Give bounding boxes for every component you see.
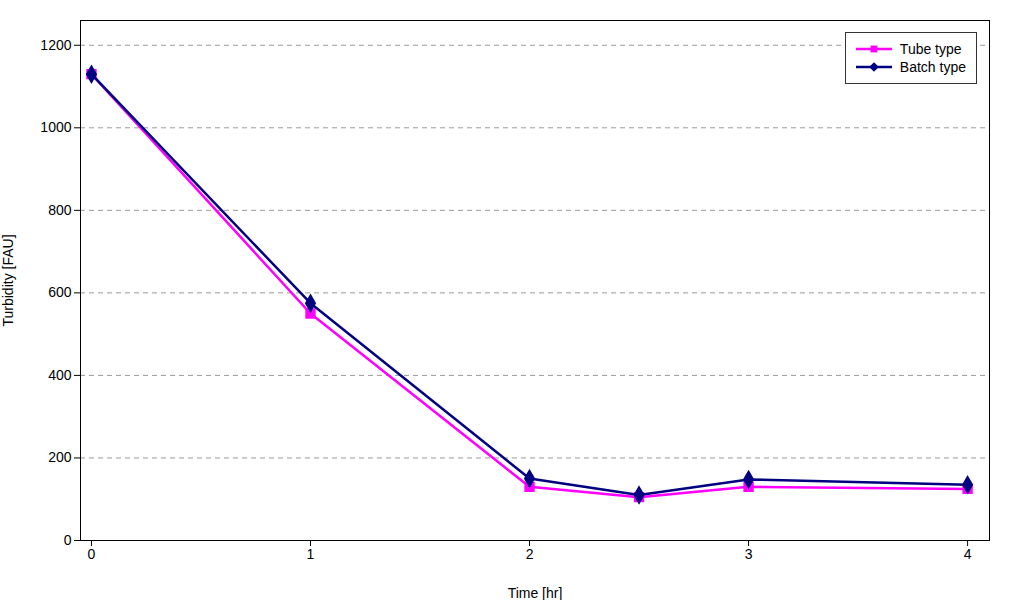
svg-text:2: 2 bbox=[526, 546, 534, 562]
svg-text:3: 3 bbox=[745, 546, 753, 562]
svg-text:0: 0 bbox=[88, 546, 96, 562]
html-text:Batch type: Batch type bbox=[899, 59, 966, 75]
svg-text:800: 800 bbox=[48, 202, 72, 218]
svg-text:1200: 1200 bbox=[40, 37, 71, 53]
svg-text:400: 400 bbox=[48, 367, 72, 383]
svg-text:4: 4 bbox=[964, 546, 972, 562]
svg-text:1: 1 bbox=[307, 546, 315, 562]
svg-text:0: 0 bbox=[64, 532, 72, 548]
svg-text:600: 600 bbox=[48, 284, 72, 300]
svg-text:Time [hr]: Time [hr] bbox=[508, 585, 563, 601]
html-text:Tube type: Tube type bbox=[899, 41, 962, 57]
svg-text:Turbidity [FAU]: Turbidity [FAU] bbox=[0, 234, 16, 326]
svg-text:1000: 1000 bbox=[40, 119, 71, 135]
svg-text:200: 200 bbox=[48, 449, 72, 465]
